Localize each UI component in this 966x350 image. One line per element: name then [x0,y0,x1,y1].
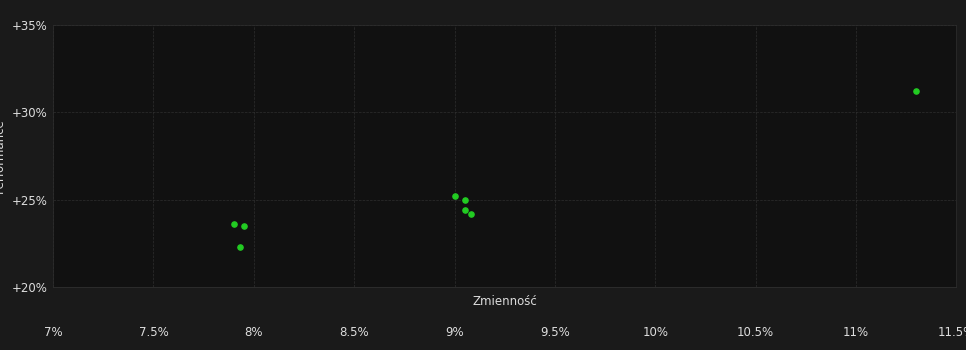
Text: 10%: 10% [642,327,668,340]
Point [447,193,463,199]
Point [457,207,472,213]
Point [463,212,478,217]
Point [908,88,923,94]
Text: 10.5%: 10.5% [737,327,774,340]
Text: 8%: 8% [244,327,263,340]
Text: 8.5%: 8.5% [339,327,369,340]
Text: 9.5%: 9.5% [540,327,570,340]
Point [232,244,247,250]
Point [457,197,472,202]
Point [236,223,251,229]
Text: 11.5%: 11.5% [938,327,966,340]
Point [226,221,242,227]
Y-axis label: Performance: Performance [0,118,6,193]
Text: 9%: 9% [445,327,464,340]
Text: 7%: 7% [43,327,63,340]
X-axis label: Zmienność: Zmienność [472,295,537,308]
Text: 11%: 11% [843,327,869,340]
Text: 7.5%: 7.5% [138,327,168,340]
